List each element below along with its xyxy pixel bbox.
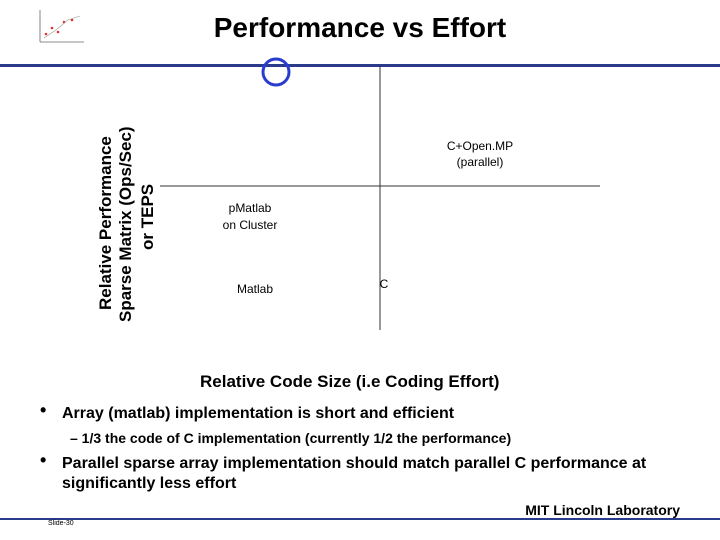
sub-bullet-item: – 1/3 the code of C implementation (curr… [70,430,512,446]
x-axis-label: Relative Code Size (i.e Coding Effort) [200,372,500,391]
logo-chart-icon [39,10,84,43]
page-title: Performance vs Effort [213,12,507,43]
label-pmatlab-line-1: pMatlab [229,201,272,215]
chart-annotations: C+Open.MP (parallel) pMatlab on Cluster Matl… [223,139,514,296]
label-matlab: Matlab [237,282,273,296]
highlight-marker [261,57,291,87]
label-copenmp-line-1: C+Open.MP [447,139,513,153]
bullet-dot-icon: • [40,400,47,420]
bullet-dot-icon: • [40,450,47,470]
label-copenmp-line-2: (parallel) [457,155,504,169]
chart-marks [261,57,291,87]
label-pmatlab-line-2: on Cluster [223,218,278,232]
label-c: C [380,277,389,291]
bullet-text: Array (matlab) implementation is short a… [62,405,455,422]
chart-axes [160,66,600,330]
title-divider [0,64,720,67]
bullet-text: Parallel sparse array implementation sho… [62,455,647,492]
footer-divider [0,518,720,520]
slide-number: Slide-30 [48,520,74,527]
footer-organization: MIT Lincoln Laboratory [525,502,680,518]
